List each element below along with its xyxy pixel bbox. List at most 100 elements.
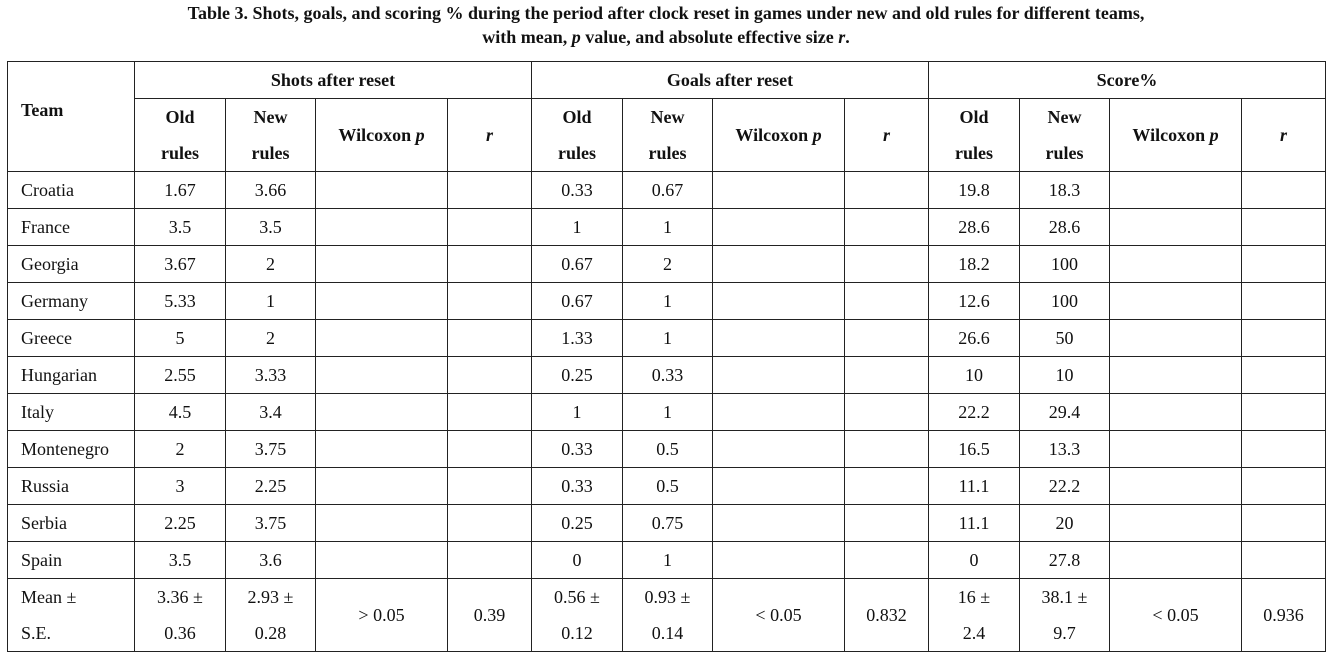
table-cell: 3.4 xyxy=(225,393,316,431)
table-cell: 29.4 xyxy=(1019,393,1110,431)
new-rules-header: New rules xyxy=(1019,98,1110,172)
table-cell xyxy=(1109,430,1242,468)
table-cell: 1 xyxy=(531,208,623,246)
table-cell: 3.75 xyxy=(225,504,316,542)
table-cell: 3.5 xyxy=(134,208,226,246)
caption-line-2: with mean, p value, and absolute effecti… xyxy=(0,25,1332,49)
table-caption: Table 3. Shots, goals, and scoring % dur… xyxy=(0,0,1332,49)
table-cell xyxy=(447,319,532,357)
table-cell: 18.2 xyxy=(928,245,1020,283)
table-cell xyxy=(844,171,929,209)
team-header: Team xyxy=(7,61,135,172)
table-cell xyxy=(844,319,929,357)
table-cell xyxy=(712,504,845,542)
table-cell xyxy=(447,393,532,431)
caption-text-c: . xyxy=(845,27,850,47)
table-cell: 22.2 xyxy=(928,393,1020,431)
table-cell xyxy=(1109,282,1242,320)
table-cell xyxy=(447,541,532,579)
table-row: Montenegro 2 3.75 0.33 0.5 16.5 13.3 xyxy=(7,430,1326,468)
wilcoxon-p-header: Wilcoxon p xyxy=(315,98,448,172)
team-name-cell: Germany xyxy=(7,282,135,320)
caption-p-symbol: p xyxy=(571,27,581,47)
table-cell: 0.33 xyxy=(531,467,623,505)
table-cell: 3.5 xyxy=(134,541,226,579)
sub-header-row: Old rules New rules Wilcoxon p r Old rules … xyxy=(8,98,1326,172)
team-name-cell: Italy xyxy=(7,393,135,431)
table-cell xyxy=(844,541,929,579)
table-cell: 1.67 xyxy=(134,171,226,209)
r-header: r xyxy=(447,98,532,172)
table-cell xyxy=(1241,245,1326,283)
table-cell: 5 xyxy=(134,319,226,357)
wilcoxon-p-header: Wilcoxon p xyxy=(1109,98,1242,172)
team-name-cell: Hungarian xyxy=(7,356,135,394)
table-cell xyxy=(1109,245,1242,283)
table-cell: 0 xyxy=(531,541,623,579)
table-cell xyxy=(1109,356,1242,394)
table-cell xyxy=(447,356,532,394)
table-cell xyxy=(315,282,448,320)
team-name-cell: Croatia xyxy=(7,171,135,209)
mean-score-p: < 0.05 xyxy=(1109,578,1242,652)
team-name-cell: Russia xyxy=(7,467,135,505)
table-cell: 10 xyxy=(928,356,1020,394)
new-rules-header: New rules xyxy=(622,98,713,172)
team-name-cell: Montenegro xyxy=(7,430,135,468)
table-cell xyxy=(315,504,448,542)
table-cell xyxy=(1241,208,1326,246)
table-cell: 2 xyxy=(622,245,713,283)
team-name-cell: Greece xyxy=(7,319,135,357)
table-cell: 2.25 xyxy=(225,467,316,505)
table-cell: 19.8 xyxy=(928,171,1020,209)
table-cell xyxy=(844,282,929,320)
new-rules-header: New rules xyxy=(225,98,316,172)
table-cell: 2 xyxy=(225,319,316,357)
table-cell: 4.5 xyxy=(134,393,226,431)
table-cell xyxy=(712,245,845,283)
table-row: Italy 4.5 3.4 1 1 22.2 29.4 xyxy=(7,393,1326,431)
table-cell xyxy=(844,504,929,542)
mean-score-new: 38.1 ±9.7 xyxy=(1019,578,1110,652)
table-cell xyxy=(315,208,448,246)
table-cell xyxy=(315,541,448,579)
table-cell: 3.6 xyxy=(225,541,316,579)
table-cell xyxy=(712,171,845,209)
r-header: r xyxy=(1241,98,1326,172)
caption-text-b: value, and absolute effective size xyxy=(580,27,839,47)
table-cell: 2.25 xyxy=(134,504,226,542)
table-cell: 0.25 xyxy=(531,504,623,542)
table-cell xyxy=(712,356,845,394)
table-cell xyxy=(447,282,532,320)
table-row: Germany 5.33 1 0.67 1 12.6 100 xyxy=(7,282,1326,320)
table-cell: 100 xyxy=(1019,245,1110,283)
table-cell xyxy=(712,208,845,246)
table-cell: 11.1 xyxy=(928,467,1020,505)
caption-r-symbol: r xyxy=(838,27,846,47)
table-cell: 16.5 xyxy=(928,430,1020,468)
table-cell: 27.8 xyxy=(1019,541,1110,579)
table-cell xyxy=(315,430,448,468)
table-cell xyxy=(844,430,929,468)
mean-score-r: 0.936 xyxy=(1241,578,1326,652)
table-cell: 11.1 xyxy=(928,504,1020,542)
table-cell xyxy=(1241,171,1326,209)
table-cell: 0.33 xyxy=(622,356,713,394)
table-cell xyxy=(1109,171,1242,209)
table-cell: 100 xyxy=(1019,282,1110,320)
table-cell xyxy=(447,208,532,246)
old-rules-header: Old rules xyxy=(134,98,226,172)
wilcoxon-p-header: Wilcoxon p xyxy=(712,98,845,172)
mean-score-old: 16 ±2.4 xyxy=(928,578,1020,652)
table-cell: 1.33 xyxy=(531,319,623,357)
table-cell xyxy=(315,467,448,505)
table-cell xyxy=(447,430,532,468)
group-header-goals: Goals after reset xyxy=(531,61,929,99)
mean-goals-r: 0.832 xyxy=(844,578,929,652)
table-cell: 1 xyxy=(225,282,316,320)
old-rules-header: Old rules xyxy=(531,98,623,172)
table-cell xyxy=(1109,467,1242,505)
table-cell: 3.5 xyxy=(225,208,316,246)
table-cell: 10 xyxy=(1019,356,1110,394)
table-cell xyxy=(712,319,845,357)
